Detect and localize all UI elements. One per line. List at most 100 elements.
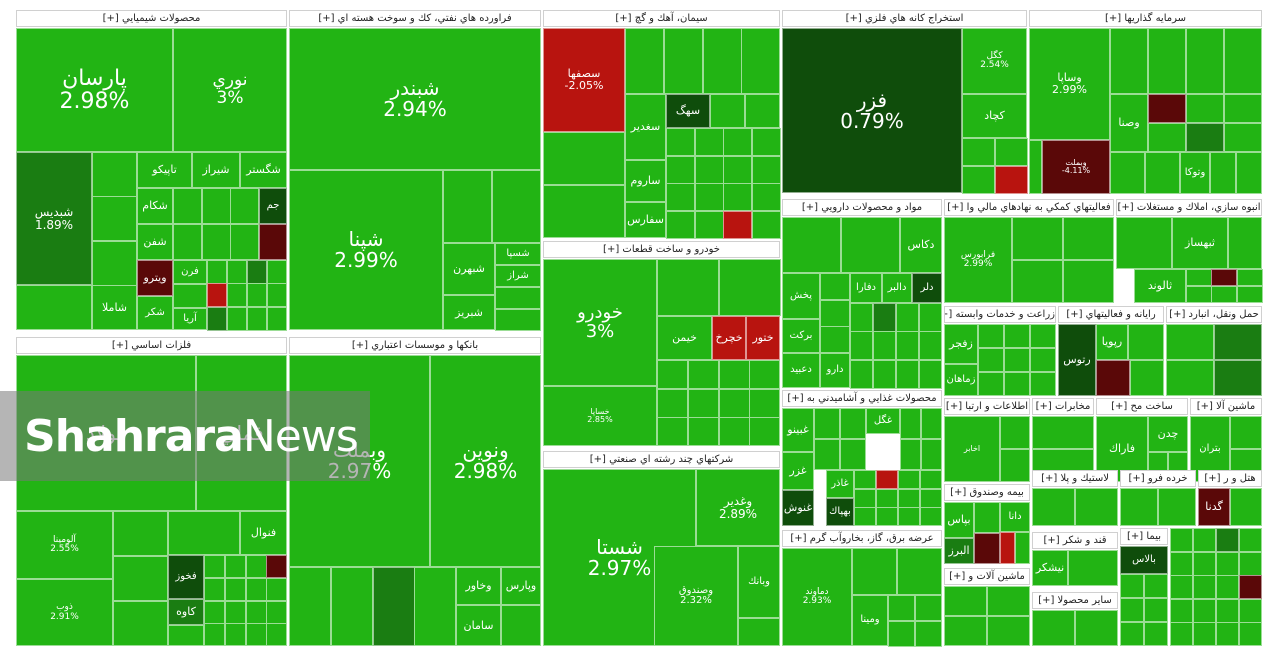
stock-tile[interactable]: شپنا 2.99% bbox=[289, 170, 443, 330]
stock-tile[interactable] bbox=[896, 331, 919, 360]
stock-tile[interactable] bbox=[840, 408, 866, 439]
stock-tile[interactable] bbox=[920, 470, 942, 489]
stock-tile[interactable] bbox=[898, 470, 920, 489]
stock-tile[interactable] bbox=[962, 138, 995, 166]
stock-tile[interactable] bbox=[1224, 123, 1262, 152]
stock-tile[interactable] bbox=[666, 156, 695, 184]
stock-tile[interactable]: دماوند 2.93% bbox=[782, 548, 852, 646]
stock-tile[interactable] bbox=[1170, 528, 1193, 552]
stock-tile[interactable] bbox=[852, 548, 897, 595]
stock-tile[interactable] bbox=[247, 283, 267, 307]
stock-tile[interactable]: بپاس bbox=[944, 502, 974, 538]
stock-tile[interactable] bbox=[1030, 372, 1056, 396]
stock-tile[interactable] bbox=[876, 489, 898, 508]
stock-tile[interactable]: شفن bbox=[137, 224, 173, 260]
stock-tile[interactable] bbox=[92, 196, 137, 241]
sector-header-19[interactable]: ماشين آلا [+] bbox=[1190, 398, 1262, 415]
stock-tile[interactable]: وساپا 2.99% bbox=[1029, 28, 1110, 140]
stock-tile[interactable] bbox=[657, 389, 688, 418]
stock-tile[interactable] bbox=[703, 28, 742, 94]
stock-tile[interactable] bbox=[1216, 528, 1239, 552]
stock-tile[interactable]: چدن bbox=[1148, 416, 1188, 452]
stock-tile[interactable] bbox=[1145, 152, 1180, 194]
sector-header-21[interactable]: عرضه برق، گاز، بخاروآب گرم [+] bbox=[782, 530, 942, 547]
stock-tile[interactable] bbox=[443, 170, 492, 243]
stock-tile[interactable]: بهپاك bbox=[826, 498, 854, 526]
stock-tile[interactable]: زفجر bbox=[944, 324, 978, 364]
stock-tile[interactable] bbox=[207, 260, 227, 284]
stock-tile[interactable]: سفارس bbox=[625, 202, 666, 238]
stock-tile[interactable] bbox=[1239, 552, 1262, 576]
stock-tile[interactable] bbox=[1211, 286, 1237, 303]
stock-tile[interactable] bbox=[1158, 488, 1196, 526]
stock-tile[interactable]: فرابورس 2.99% bbox=[944, 217, 1012, 303]
sector-header-24[interactable]: خرده فرو [+] bbox=[1120, 470, 1196, 487]
stock-tile[interactable] bbox=[974, 502, 1000, 533]
sector-header-28[interactable]: بيما [+] bbox=[1120, 528, 1168, 545]
stock-tile[interactable]: غاذر bbox=[826, 470, 854, 498]
stock-tile[interactable]: شبديس 1.89% bbox=[16, 152, 92, 285]
stock-tile[interactable] bbox=[543, 185, 625, 238]
stock-tile[interactable] bbox=[840, 439, 866, 470]
sector-header-26[interactable]: قند و شكر [+] bbox=[1032, 532, 1118, 549]
stock-tile[interactable] bbox=[225, 601, 246, 624]
stock-tile[interactable] bbox=[227, 260, 247, 284]
stock-tile[interactable] bbox=[688, 360, 719, 389]
stock-tile[interactable]: فرن bbox=[173, 260, 207, 284]
stock-tile[interactable]: آريا bbox=[173, 308, 207, 330]
stock-tile[interactable] bbox=[752, 183, 781, 211]
sector-header-20[interactable]: بيمه وصندوق [+] bbox=[944, 484, 1030, 501]
stock-tile[interactable] bbox=[1144, 622, 1168, 646]
stock-tile[interactable] bbox=[331, 567, 373, 646]
stock-tile[interactable]: شيراز bbox=[192, 152, 240, 188]
stock-tile[interactable] bbox=[92, 241, 137, 286]
stock-tile[interactable] bbox=[1096, 360, 1130, 396]
stock-tile[interactable] bbox=[1236, 152, 1262, 194]
stock-tile[interactable]: وتوكا bbox=[1180, 152, 1210, 194]
stock-tile[interactable] bbox=[113, 556, 168, 601]
sector-header-8[interactable]: شركتهاي چند رشته اي صنعتي [+] bbox=[543, 451, 780, 468]
sector-header-2[interactable]: سيمان، آهك و گچ [+] bbox=[543, 10, 780, 27]
sector-header-15[interactable]: محصولات غذايي و آشاميدني به [+] bbox=[782, 390, 942, 407]
stock-tile[interactable] bbox=[227, 283, 247, 307]
stock-tile[interactable] bbox=[207, 283, 227, 307]
stock-tile[interactable]: رپويا bbox=[1096, 324, 1128, 360]
sector-header-11[interactable]: انبوه سازي، املاك و مستغلات [+] bbox=[1116, 199, 1262, 216]
stock-tile[interactable] bbox=[1029, 140, 1042, 194]
stock-tile[interactable] bbox=[1186, 286, 1212, 303]
stock-tile[interactable] bbox=[1193, 575, 1216, 599]
stock-tile[interactable]: غبينو bbox=[782, 408, 814, 452]
stock-tile[interactable] bbox=[900, 439, 921, 470]
stock-tile[interactable] bbox=[944, 586, 987, 616]
stock-tile[interactable] bbox=[1148, 28, 1186, 94]
stock-tile[interactable] bbox=[1193, 599, 1216, 623]
stock-tile[interactable]: شبهرن bbox=[443, 243, 495, 295]
stock-tile[interactable]: خساپا 2.85% bbox=[543, 386, 657, 446]
stock-tile[interactable]: وپارس bbox=[501, 567, 541, 605]
stock-tile[interactable] bbox=[266, 623, 287, 646]
stock-tile[interactable] bbox=[915, 595, 942, 621]
stock-tile[interactable]: پخش bbox=[782, 273, 820, 319]
sector-header-1[interactable]: فراورده هاي نفتي، كك و سوخت هسته اي [+] bbox=[289, 10, 541, 27]
stock-tile[interactable] bbox=[814, 408, 840, 439]
stock-tile[interactable]: شكام bbox=[137, 188, 173, 224]
stock-tile[interactable]: كچاد bbox=[962, 94, 1027, 138]
stock-tile[interactable] bbox=[1239, 622, 1262, 646]
stock-tile[interactable] bbox=[695, 156, 724, 184]
stock-tile[interactable] bbox=[978, 372, 1004, 396]
stock-tile[interactable] bbox=[168, 511, 240, 555]
stock-tile[interactable] bbox=[202, 188, 231, 224]
stock-tile[interactable] bbox=[1012, 217, 1063, 260]
stock-tile[interactable] bbox=[995, 166, 1028, 194]
stock-tile[interactable] bbox=[915, 621, 942, 647]
stock-tile[interactable] bbox=[247, 260, 267, 284]
stock-tile[interactable]: سغدير bbox=[625, 94, 666, 160]
stock-tile[interactable]: رتوس bbox=[1058, 324, 1096, 396]
stock-tile[interactable] bbox=[230, 188, 259, 224]
stock-tile[interactable]: كگل 2.54% bbox=[962, 28, 1027, 94]
stock-tile[interactable] bbox=[723, 128, 752, 156]
sector-header-9[interactable]: مواد و محصولات دارويي [+] bbox=[782, 199, 942, 216]
stock-tile[interactable]: ذوب 2.91% bbox=[16, 579, 113, 646]
stock-tile[interactable]: غگل bbox=[866, 408, 900, 434]
stock-tile[interactable] bbox=[289, 567, 331, 646]
